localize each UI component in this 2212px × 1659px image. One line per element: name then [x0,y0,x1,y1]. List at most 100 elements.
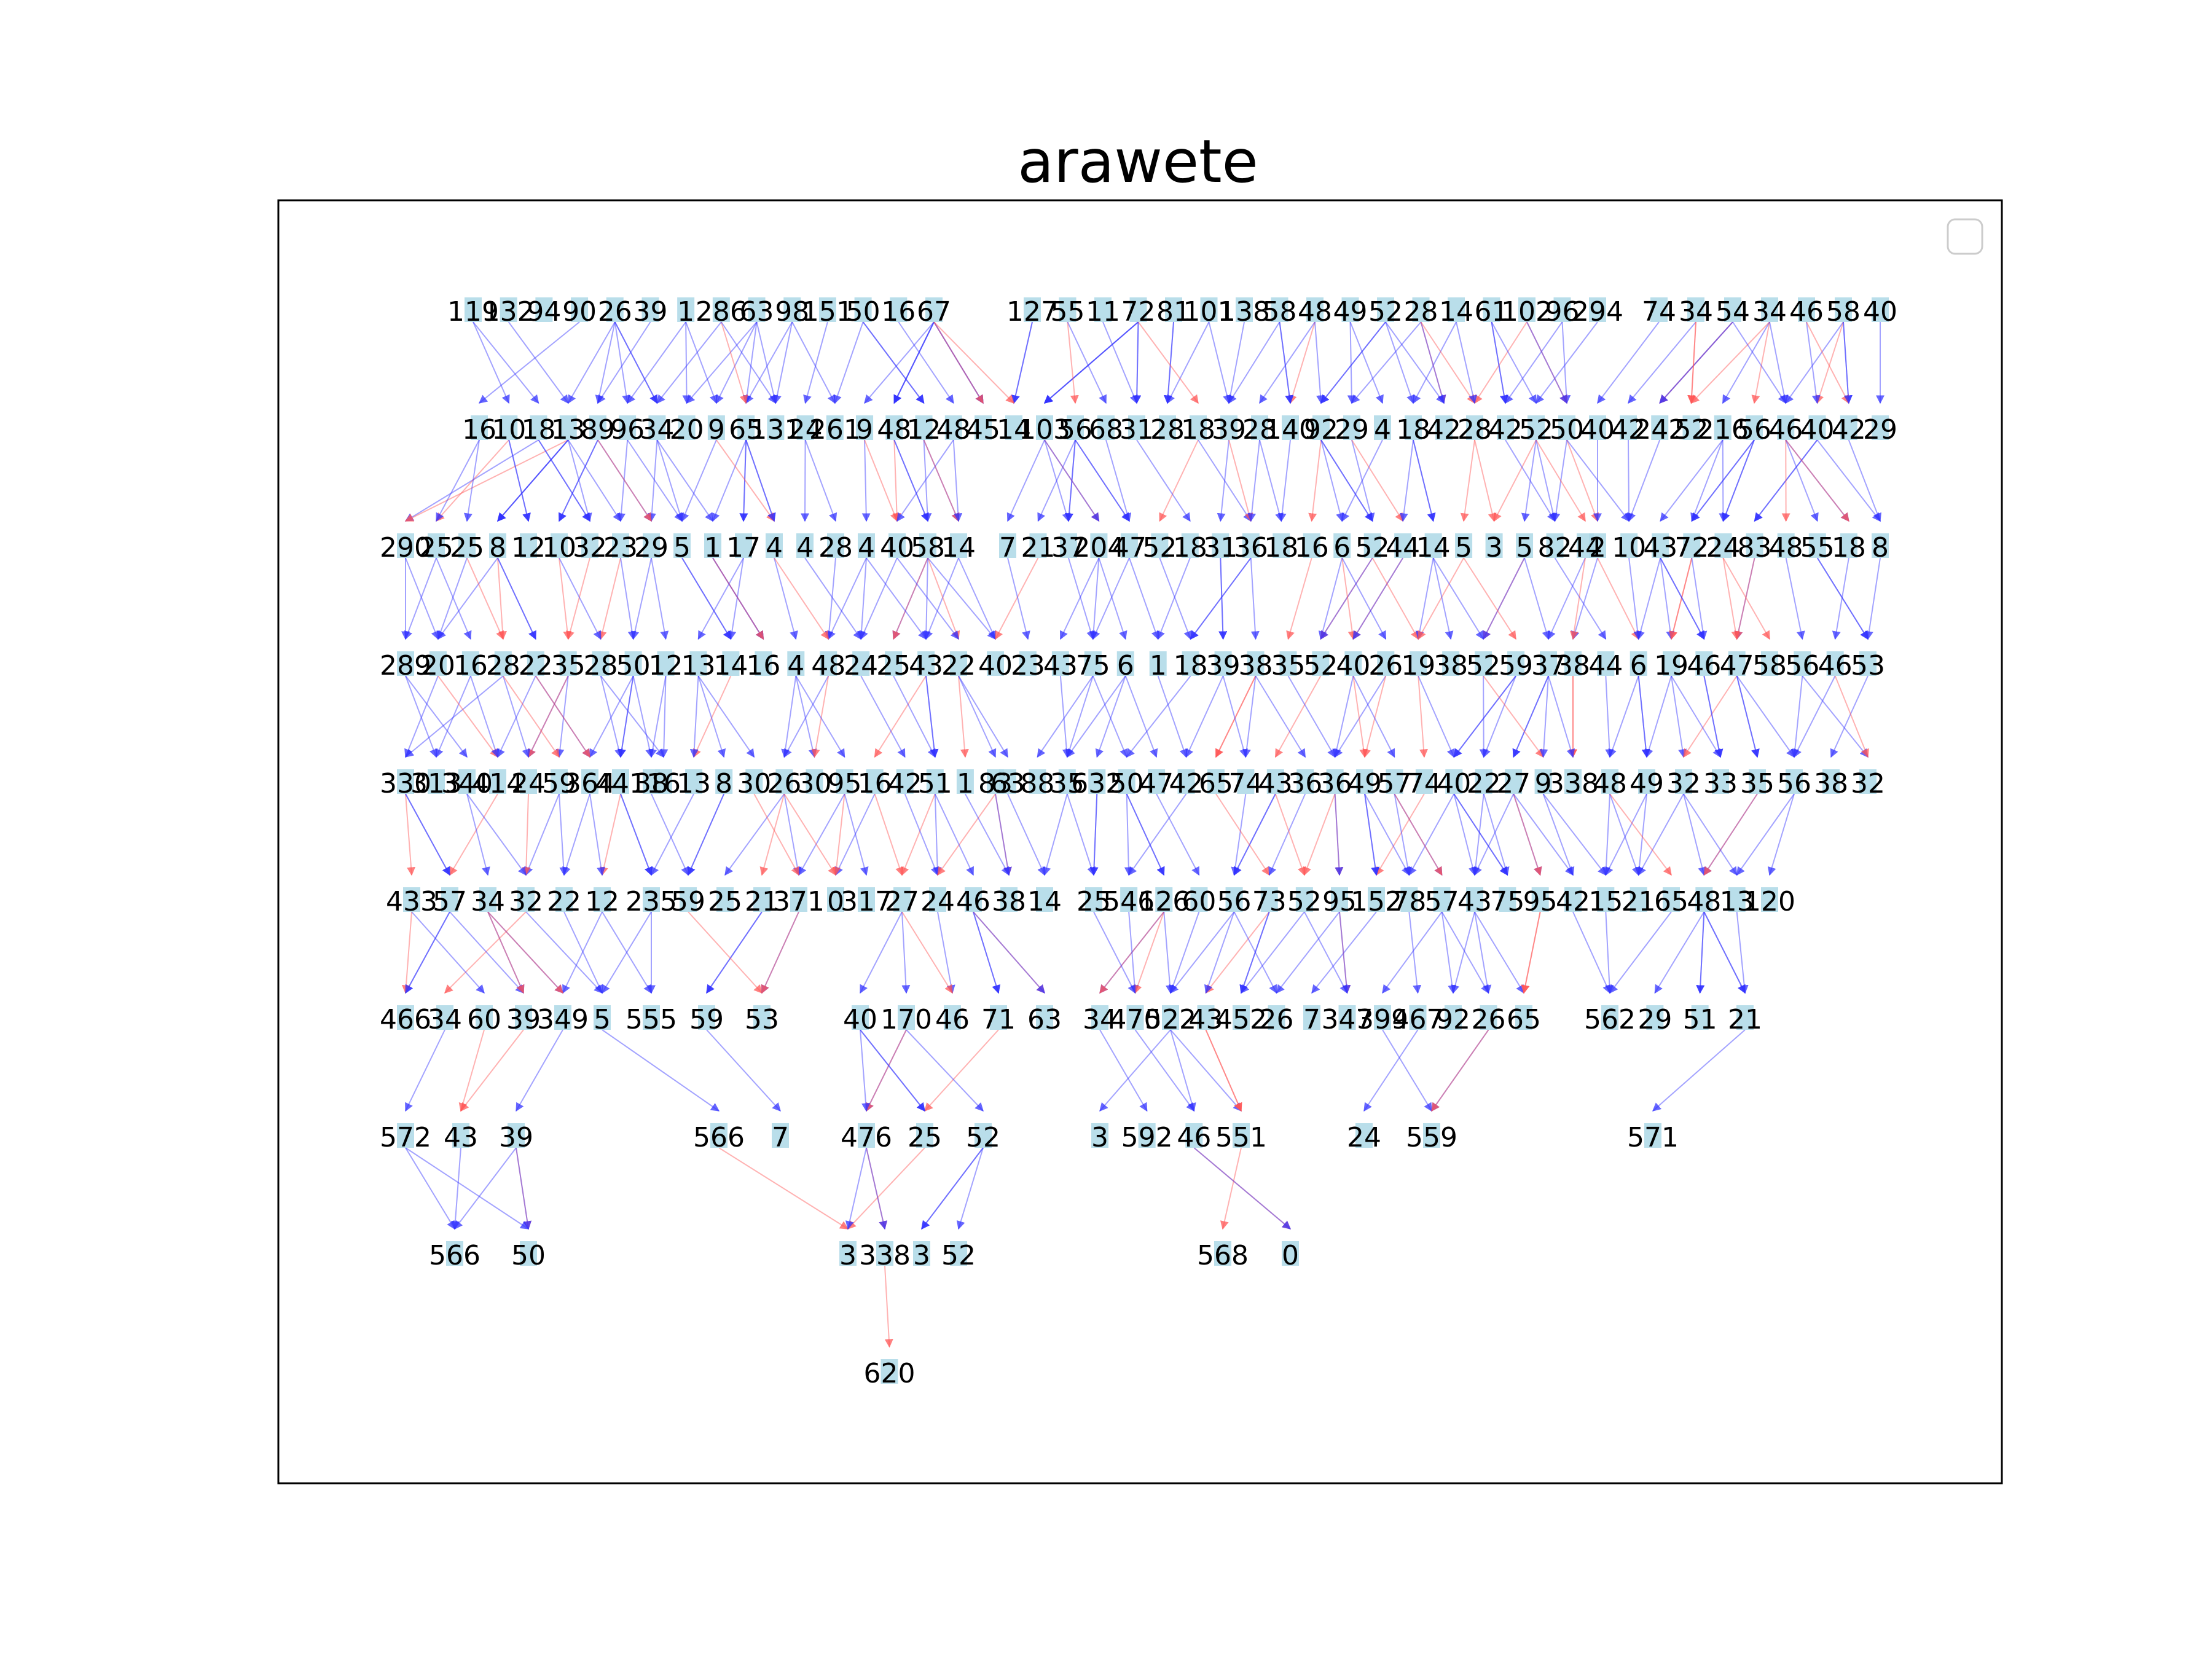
node-label: 25 [450,532,484,563]
graph-edge [516,1029,563,1112]
graph-edge [681,557,732,640]
node-label: 21 [745,886,779,917]
node-label: 83 [978,768,1013,799]
graph-node [1374,415,1391,440]
graph-edge [602,911,652,994]
node-label: 16 [1295,532,1329,563]
graph-node [1029,533,1047,558]
graph-edge [1156,793,1200,876]
graph-edge [795,675,845,758]
graph-edge [589,675,634,758]
graph-edge [1352,675,1368,758]
graph-edge [759,793,785,876]
graph-edge [811,675,830,758]
node-label: 74 [1407,768,1441,799]
graph-edge [614,321,658,404]
graph-node [1242,533,1260,558]
node-label: 28 [486,650,520,681]
node-label: 13 [681,650,715,681]
graph-node [1516,533,1534,558]
graph-edge [1067,675,1126,758]
node-label: 29 [1637,1004,1672,1035]
graph-node [1761,887,1778,912]
node-label: 22 [519,650,553,681]
graph-edge [1233,793,1276,876]
graph-edge [404,675,504,758]
node-label: 43 [1643,532,1677,563]
graph-node [1138,1123,1156,1148]
graph-edge [1636,557,1661,640]
graph-node [1190,415,1207,440]
node-label: 140 [1265,414,1316,445]
graph-node [1644,1123,1661,1148]
graph-edge [1601,793,1610,876]
graph-node [1712,769,1729,794]
graph-edge [487,911,563,994]
graph-node [1638,769,1655,794]
node-label: 52 [1368,296,1403,327]
graph-edge [995,793,1012,876]
graph-node [787,651,805,676]
graph-edge [1415,557,1434,640]
graph-node [479,887,496,912]
graph-edge [405,1147,530,1230]
graph-edge [411,911,485,994]
graph-node [1597,651,1615,676]
graph-edge [1512,675,1549,758]
graph-edge [1217,439,1230,522]
graph-edge [783,793,836,876]
graph-edge [538,439,590,522]
graph-edge [1521,911,1541,994]
node-label: 61 [1475,296,1509,327]
graph-edge [1493,439,1537,522]
graph-node [643,533,660,558]
graph-edge [1526,321,1567,404]
graph-edge [1247,439,1260,522]
graph-edge [497,557,536,640]
graph-edge [525,911,603,994]
graph-edge [927,557,960,640]
graph-edge [1163,911,1174,994]
graph-edge [1687,321,1696,404]
graph-edge [1659,321,1733,404]
graph-edge [1690,439,1724,522]
graph-edge [896,557,959,640]
node-label: 10 [1612,532,1646,563]
graph-edge [600,675,664,758]
graph-edge [1215,675,1257,758]
graph-edge [1597,557,1639,640]
graph-edge [833,321,864,404]
graph-edge [516,1147,532,1230]
graph-node [1084,651,1102,676]
graph-edge [1637,675,1650,758]
node-label: 56 [1737,414,1771,445]
node-label: 289 [380,650,431,681]
node-label: 48 [1687,886,1721,917]
graph-edge [1687,321,1696,404]
graph-edge [1483,557,1525,640]
graph-edge [1431,1029,1489,1112]
graph-edge [1566,439,1630,522]
node-label: 23 [603,532,638,563]
node-label: 29 [1863,414,1897,445]
graph-edge [1170,1029,1196,1112]
graph-node [1386,769,1403,794]
graph-node [1528,415,1545,440]
graph-node [1266,769,1284,794]
node-label: 5 [1455,532,1472,563]
graph-node [944,1005,961,1030]
graph-edge [1067,321,1079,404]
graph-edge [874,675,927,758]
node-label: 8 [1872,532,1889,563]
node-label: 0 [1282,1240,1299,1271]
node-label: 18 [1396,414,1430,445]
graph-edge [1453,793,1508,876]
graph-edge [1785,321,1844,404]
graph-edge [1843,321,1853,404]
node-label: 26 [1472,1004,1506,1035]
graph-edge [1785,439,1849,522]
graph-node [753,1005,771,1030]
graph-edge [497,439,569,522]
graph-edge [958,675,1008,758]
graph-edge [1597,321,1660,404]
